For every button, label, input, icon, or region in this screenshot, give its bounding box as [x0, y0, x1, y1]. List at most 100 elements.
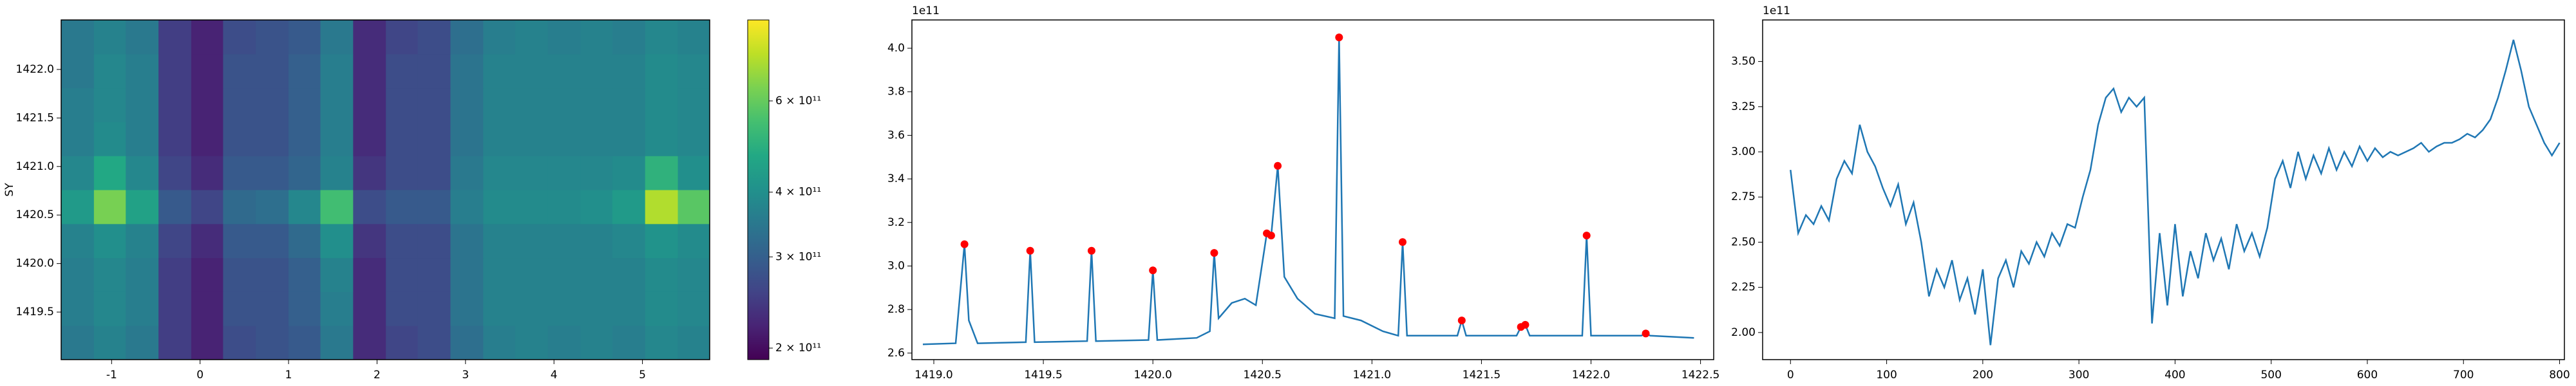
heatmap-cell	[256, 190, 289, 225]
heatmap-cell	[320, 87, 354, 122]
heatmap-cell	[515, 190, 549, 225]
heatmap-cell	[677, 257, 710, 292]
heatmap-cell	[126, 122, 159, 156]
heatmap-cell	[158, 53, 192, 89]
heatmap-cell	[93, 223, 126, 259]
heatmap-cell	[386, 156, 419, 190]
x-tick-label: 0	[196, 369, 204, 381]
heatmap-cell	[223, 87, 256, 122]
heatmap-cell	[223, 257, 256, 292]
heatmap-cell	[320, 53, 354, 89]
heatmap-cell	[61, 87, 95, 122]
x-tick-label: 1422.0	[1572, 369, 1610, 381]
heatmap-cell	[223, 326, 256, 360]
x-tick-label: 400	[2164, 369, 2185, 381]
heatmap-cell	[483, 122, 516, 156]
heatmap-cell	[515, 257, 549, 292]
heatmap-cell	[320, 291, 354, 326]
heatmap-cell	[158, 190, 192, 225]
x-tick-label: 3	[462, 369, 469, 381]
heatmap-cell	[256, 87, 289, 122]
heatmap-cell	[93, 20, 126, 55]
heatmap-cell	[93, 257, 126, 292]
peak-marker	[960, 240, 969, 248]
data-line	[1790, 39, 2561, 345]
heatmap-cell	[677, 122, 710, 156]
heatmap-cell	[191, 291, 223, 326]
x-tick-label: 4	[551, 369, 558, 381]
heatmap-cell	[61, 156, 95, 190]
heatmap-cell	[126, 257, 159, 292]
heatmap-cell	[158, 257, 192, 292]
heatmap-cell	[677, 156, 710, 190]
x-tick-label: 100	[1876, 369, 1897, 381]
heatmap-cell	[93, 190, 126, 225]
heatmap-cell	[547, 190, 581, 225]
heatmap-cell	[93, 291, 126, 326]
heatmap-cell	[223, 291, 256, 326]
y-tick-label: 2.00	[1731, 326, 1756, 339]
heatmap-cell	[289, 53, 321, 89]
heatmap-cell	[353, 156, 386, 190]
y-tick-label: 3.00	[1731, 145, 1756, 158]
x-tick-label: 700	[2453, 369, 2474, 381]
heatmap-cell	[580, 87, 613, 122]
heatmap-cell	[289, 326, 321, 360]
x-tick-label: 1	[285, 369, 292, 381]
heatmap-cell	[677, 326, 710, 360]
heatmap-cell	[450, 87, 484, 122]
heatmap-cell	[256, 291, 289, 326]
peak-marker	[1210, 249, 1218, 257]
y-tick-label: 1421.5	[16, 111, 54, 124]
heatmap-cell	[580, 291, 613, 326]
heatmap-cell	[353, 53, 386, 89]
y-tick-label: 3.2	[887, 216, 905, 229]
heatmap-cell	[223, 53, 256, 89]
heatmap-cell	[320, 257, 354, 292]
heatmap-cell	[580, 257, 613, 292]
y-tick-label: 3.4	[887, 172, 905, 185]
axes-frame	[61, 19, 710, 360]
heatmap-cell	[61, 257, 95, 292]
heatmap-cell	[256, 53, 289, 89]
heatmap-cell	[191, 257, 223, 292]
heatmap-cell	[547, 122, 581, 156]
colorbar	[747, 19, 770, 360]
heatmap-cell	[61, 53, 95, 89]
heatmap-cell	[126, 156, 159, 190]
heatmap-cell	[191, 190, 223, 225]
heatmap-cell	[580, 53, 613, 89]
heatmap-cell	[547, 87, 581, 122]
heatmap-cell	[289, 122, 321, 156]
heatmap-cell	[677, 190, 710, 225]
heatmap-cell	[677, 53, 710, 89]
y-tick-label: 2.50	[1731, 235, 1756, 248]
heatmap-cell	[93, 122, 126, 156]
heatmap-cell	[353, 326, 386, 360]
heatmap-cell	[547, 223, 581, 259]
heatmap-cell	[645, 223, 679, 259]
heatmap-cell	[93, 53, 126, 89]
heatmap-cell	[450, 223, 484, 259]
peak-marker	[1582, 232, 1591, 240]
x-tick-label: 1422.5	[1681, 369, 1719, 381]
heatmap-cell	[386, 20, 419, 55]
heatmap-cell	[483, 326, 516, 360]
heatmap-cell	[417, 122, 451, 156]
heatmap-cell	[386, 190, 419, 225]
heatmap-cell	[126, 53, 159, 89]
heatmap-cell	[417, 53, 451, 89]
heatmap-cell	[580, 190, 613, 225]
heatmap-cell	[612, 223, 646, 259]
heatmap-cell	[547, 257, 581, 292]
x-tick-label: 500	[2260, 369, 2281, 381]
heatmap-cell	[515, 156, 549, 190]
heatmap-cell	[547, 156, 581, 190]
heatmap-cell	[126, 190, 159, 225]
heatmap-cell	[320, 156, 354, 190]
y-tick-label: 1420.5	[16, 208, 54, 221]
peak-marker	[1398, 238, 1406, 246]
heatmap-cell	[61, 326, 95, 360]
heatmap-cell	[158, 156, 192, 190]
